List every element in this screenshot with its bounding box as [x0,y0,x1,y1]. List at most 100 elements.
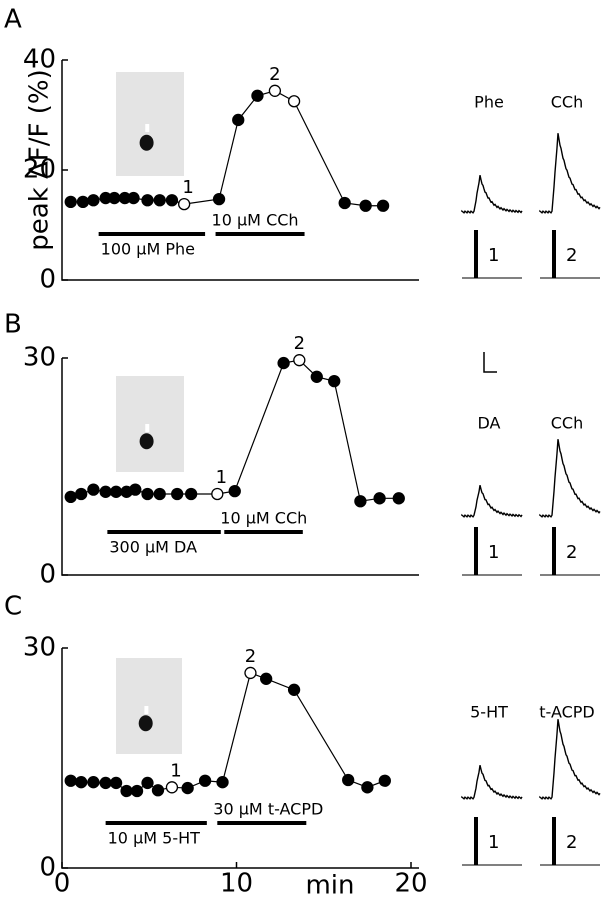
inset-pipette [145,424,150,432]
data-point [392,492,405,505]
stim-pulse [474,527,478,575]
application-label: 100 μM Phe [101,240,195,259]
data-point [342,773,355,787]
trace-label: CCh [551,414,583,433]
application-bar [107,530,221,534]
y-tick-label: 0 [39,560,56,590]
application-bar [215,232,305,236]
data-point [328,374,341,388]
data-point [373,492,386,505]
data-point [64,774,77,787]
data-point [181,781,194,795]
data-point [177,197,191,211]
data-point [268,84,282,97]
panel-letter: B [4,310,22,340]
data-point [361,781,374,794]
data-point [87,776,100,789]
data-point [287,95,301,108]
data-point [76,195,90,209]
data-point [87,483,100,496]
data-point [198,774,212,787]
data-point [99,776,112,790]
inset-image [116,72,184,176]
stim-pulse [552,230,556,278]
stim-pulse [552,817,556,865]
y-tick-label: 30 [23,633,56,663]
data-point [378,774,391,787]
data-point [120,784,133,798]
panel-letter: A [4,5,22,35]
data-point [141,194,154,207]
data-point [232,113,245,127]
inset-cell [139,134,154,151]
inset-cell [138,715,153,732]
y-tick-label: 40 [23,45,56,75]
data-point [75,776,88,789]
application-bar [105,821,207,825]
trace [539,719,601,800]
data-point [338,196,351,210]
data-point [212,192,226,206]
trace-number: 1 [488,832,499,853]
trace-label: DA [478,414,501,433]
data-point [153,487,166,501]
data-point [99,485,112,498]
x-tick-label: 0 [54,869,71,899]
data-point [151,784,165,797]
panel-letter: C [4,592,22,622]
data-point [287,683,301,696]
scale-bar [483,352,497,373]
x-tick-label: 10 [220,869,253,899]
inset-image [116,658,182,754]
trace-label: Phe [474,93,504,112]
application-bar [98,232,206,236]
data-point [260,672,273,685]
trace [461,765,523,800]
stim-pulse [474,230,478,278]
trace-number: 1 [488,542,499,563]
application-label: 10 μM 5-HT [108,829,201,848]
point-label: 2 [294,333,305,354]
point-label: 1 [216,467,227,488]
y-tick-label: 30 [23,343,56,373]
application-label: 30 μM t-ACPD [213,800,323,819]
data-point [228,484,241,498]
application-label: 300 μM DA [109,538,197,557]
data-point [293,354,306,367]
application-bar [217,821,307,825]
trace-number: 2 [566,832,577,853]
data-point [141,487,154,501]
data-point [109,776,123,790]
data-point [184,487,198,501]
data-point [277,356,290,370]
application-label: 10 μM CCh [220,509,307,528]
trace-number: 2 [566,245,577,266]
data-point [87,194,100,207]
y-tick-label: 0 [39,853,56,883]
y-tick-label: 20 [23,155,56,185]
data-point [216,776,229,789]
trace-number: 2 [566,542,577,563]
data-point [64,195,77,209]
data-point [165,781,179,794]
data-point [171,487,184,501]
data-point [244,666,257,680]
trace [539,133,601,214]
trace-number: 1 [488,245,499,266]
trace-label: 5-HT [470,703,508,722]
y-axis-label: peak ΔF/F (%) [25,69,55,250]
trace [461,175,523,214]
data-point [64,490,77,504]
y-tick-label: 0 [39,265,56,295]
inset-cell [139,433,154,450]
point-label: 2 [245,646,256,667]
trace [539,439,601,518]
stim-pulse [552,527,556,575]
data-point [251,89,264,102]
data-point [211,487,224,501]
inset-image [116,376,184,472]
data-point [108,191,121,205]
data-point [127,191,140,205]
inset-pipette [144,706,149,714]
